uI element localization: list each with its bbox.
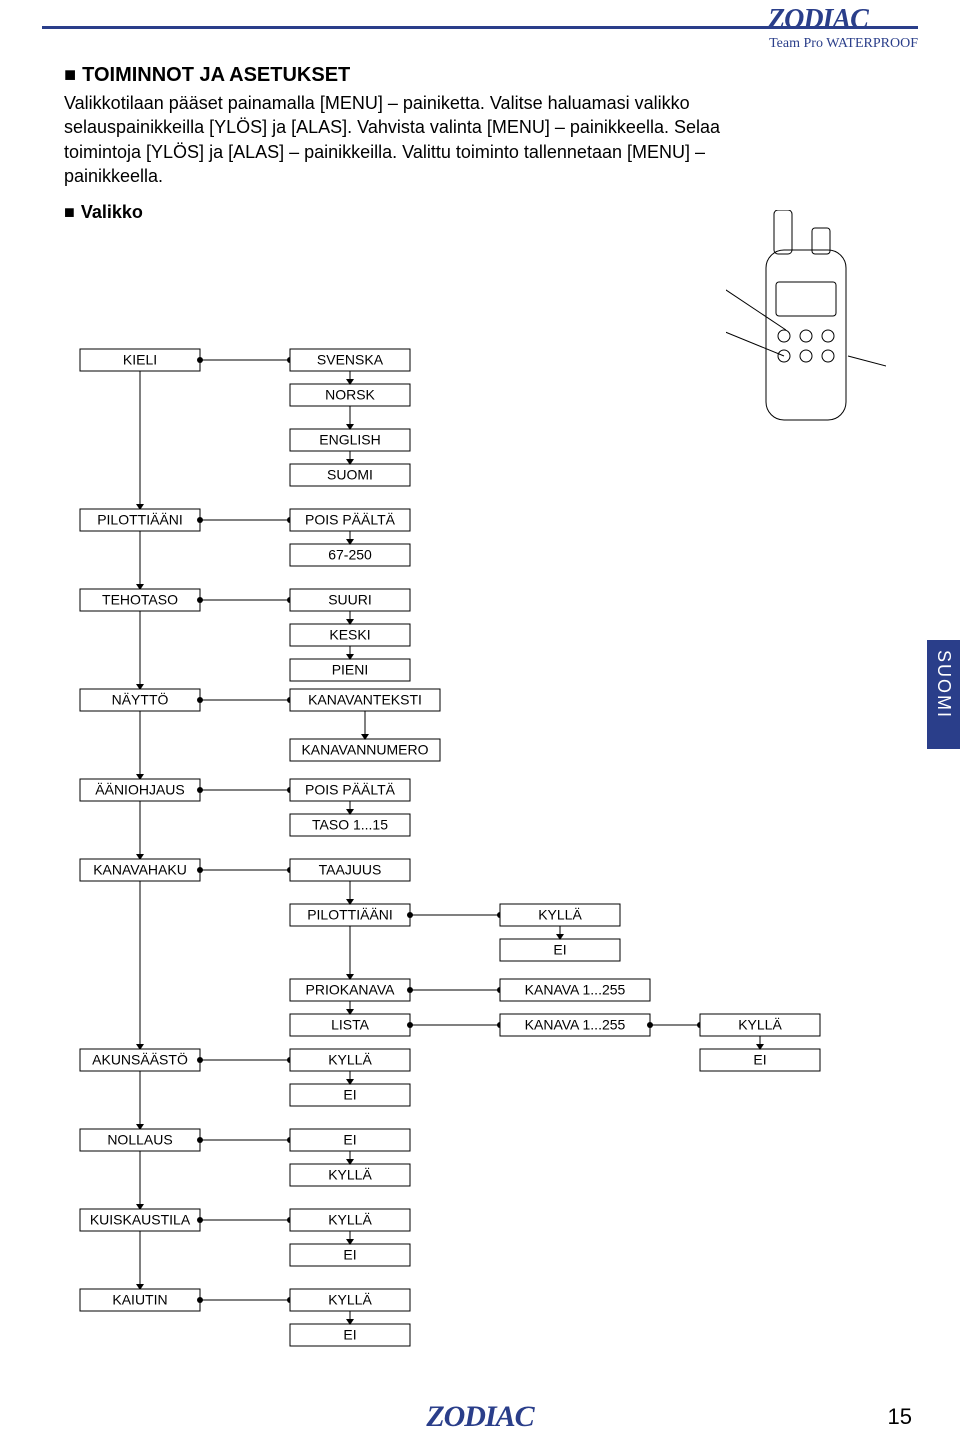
svg-text:PILOTTIÄÄNI: PILOTTIÄÄNI xyxy=(97,512,183,528)
section-title: TOIMINNOT JA ASETUKSET xyxy=(64,64,896,87)
svg-text:KESKI: KESKI xyxy=(329,627,370,643)
svg-text:EI: EI xyxy=(343,1087,356,1103)
svg-text:NORSK: NORSK xyxy=(325,387,375,403)
svg-text:EI: EI xyxy=(343,1327,356,1343)
svg-text:KANAVAHAKU: KANAVAHAKU xyxy=(93,862,187,878)
svg-text:PILOTTIÄÄNI: PILOTTIÄÄNI xyxy=(307,907,393,923)
svg-text:KAIUTIN: KAIUTIN xyxy=(112,1292,167,1308)
brand-logo-bottom: ZODIAC xyxy=(426,1400,533,1434)
svg-text:KANAVANTEKSTI: KANAVANTEKSTI xyxy=(308,692,422,708)
menu-flowchart: KIELI PILOTTIÄÄNI TEHOTASO NÄYTTÖ ÄÄNIOHJAUS… xyxy=(0,230,960,1410)
svg-text:PIENI: PIENI xyxy=(332,662,369,678)
svg-text:KUISKAUSTILA: KUISKAUSTILA xyxy=(90,1212,191,1228)
svg-text:KYLLÄ: KYLLÄ xyxy=(328,1292,372,1308)
svg-text:LISTA: LISTA xyxy=(331,1017,370,1033)
svg-text:NÄYTTÖ: NÄYTTÖ xyxy=(112,691,169,708)
svg-text:NOLLAUS: NOLLAUS xyxy=(107,1132,172,1148)
brand-name: ZODIAC xyxy=(768,4,918,36)
svg-text:KIELI: KIELI xyxy=(123,352,157,368)
svg-text:KANAVA 1...255: KANAVA 1...255 xyxy=(525,982,626,998)
svg-text:KYLLÄ: KYLLÄ xyxy=(738,1017,782,1033)
brand-tagline: Team Pro WATERPROOF xyxy=(768,36,918,52)
svg-text:KANAVANNUMERO: KANAVANNUMERO xyxy=(301,742,428,758)
content: TOIMINNOT JA ASETUKSET Valikkotilaan pää… xyxy=(64,64,896,227)
svg-text:POIS PÄÄLTÄ: POIS PÄÄLTÄ xyxy=(305,782,396,798)
svg-text:KYLLÄ: KYLLÄ xyxy=(328,1167,372,1183)
svg-text:KYLLÄ: KYLLÄ xyxy=(328,1212,372,1228)
svg-text:KANAVA 1...255: KANAVA 1...255 xyxy=(525,1017,626,1033)
svg-text:67-250: 67-250 xyxy=(328,547,372,563)
svg-text:EI: EI xyxy=(343,1247,356,1263)
svg-text:POIS PÄÄLTÄ: POIS PÄÄLTÄ xyxy=(305,512,396,528)
svg-text:AKUNSÄÄSTÖ: AKUNSÄÄSTÖ xyxy=(92,1051,188,1068)
svg-text:EI: EI xyxy=(553,942,566,958)
svg-text:KYLLÄ: KYLLÄ xyxy=(328,1052,372,1068)
brand-logo-top: ZODIAC Team Pro WATERPROOF xyxy=(768,4,918,48)
svg-text:SUOMI: SUOMI xyxy=(327,467,373,483)
svg-text:TEHOTASO: TEHOTASO xyxy=(102,592,178,608)
svg-text:KYLLÄ: KYLLÄ xyxy=(538,907,582,923)
svg-text:PRIOKANAVA: PRIOKANAVA xyxy=(306,982,396,998)
svg-text:EI: EI xyxy=(753,1052,766,1068)
svg-text:SUURI: SUURI xyxy=(328,592,372,608)
svg-text:TAAJUUS: TAAJUUS xyxy=(319,862,382,878)
intro-paragraph: Valikkotilaan pääset painamalla [MENU] –… xyxy=(64,91,784,188)
svg-text:ENGLISH: ENGLISH xyxy=(319,432,380,448)
svg-text:SVENSKA: SVENSKA xyxy=(317,352,384,368)
page-number: 15 xyxy=(888,1404,912,1430)
svg-text:EI: EI xyxy=(343,1132,356,1148)
svg-text:TASO 1...15: TASO 1...15 xyxy=(312,817,388,833)
page: ZODIAC Team Pro WATERPROOF TOIMINNOT JA … xyxy=(0,0,960,1454)
svg-text:ÄÄNIOHJAUS: ÄÄNIOHJAUS xyxy=(95,782,184,798)
